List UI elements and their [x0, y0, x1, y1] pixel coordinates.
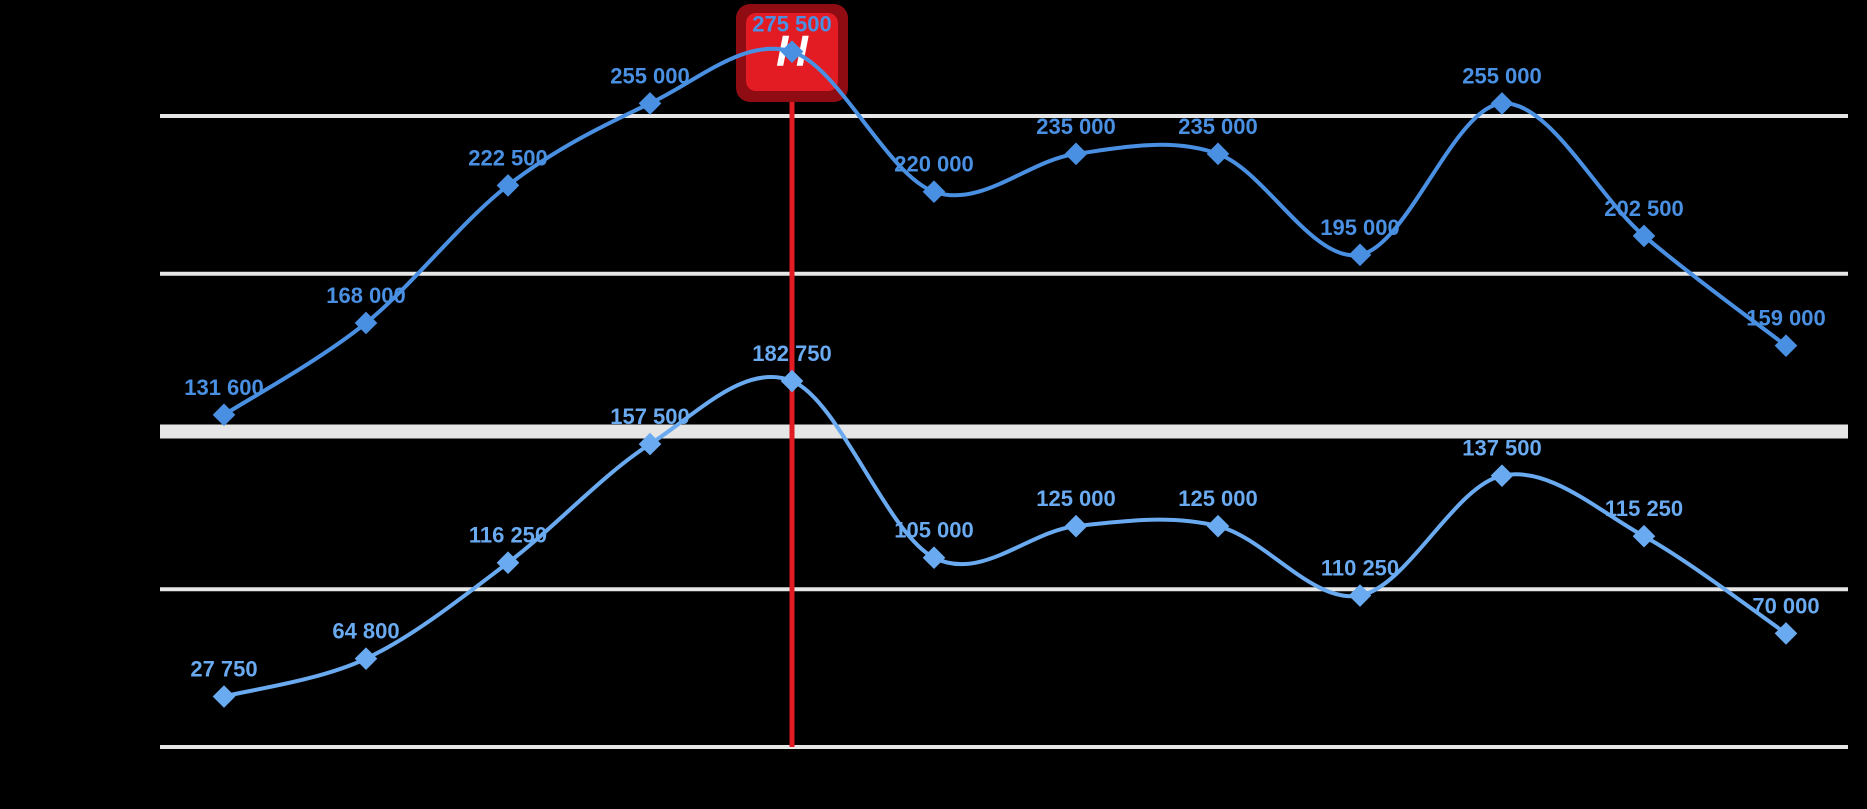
gridlines: [160, 114, 1848, 749]
data-label: 255 000: [610, 63, 690, 88]
data-point: [1206, 514, 1230, 538]
data-point: [1632, 524, 1656, 548]
data-label: 182 750: [752, 341, 832, 366]
data-label: 220 000: [894, 152, 974, 177]
data-label: 110 250: [1321, 556, 1399, 581]
data-point: [638, 92, 662, 115]
data-point: [922, 546, 946, 570]
data-label: 275 500: [752, 12, 832, 37]
data-point: [1774, 334, 1798, 357]
data-label: 235 000: [1178, 114, 1258, 139]
data-label: 115 250: [1605, 496, 1683, 521]
data-label: 131 600: [184, 375, 264, 400]
data-point: [212, 685, 236, 708]
data-label: 137 500: [1462, 436, 1542, 461]
data-label: 157 500: [610, 404, 690, 429]
data-point: [1348, 243, 1372, 267]
data-label: 195 000: [1320, 215, 1400, 240]
data-point: [638, 432, 662, 456]
data-label: 168 000: [326, 283, 406, 308]
series-line: [222, 46, 1788, 417]
data-point: [354, 647, 378, 670]
data-point: [1348, 584, 1372, 607]
data-point: [1064, 142, 1088, 166]
data-label: 202 500: [1604, 196, 1684, 221]
data-point: [1064, 514, 1088, 538]
data-label: 159 000: [1746, 306, 1826, 331]
data-label: 27 750: [190, 657, 257, 682]
data-point: [780, 369, 804, 393]
data-point: [1774, 622, 1798, 645]
data-point: [1490, 464, 1514, 487]
data-point: [1490, 92, 1514, 115]
series-group: 131 600 168 000 222 500 255 000 275 500 220 0…: [184, 12, 1826, 708]
data-label: 125 000: [1178, 486, 1258, 511]
data-label: 222 500: [468, 145, 548, 170]
data-label: 255 000: [1462, 63, 1542, 88]
data-point: [354, 311, 378, 335]
data-label: 125 000: [1036, 486, 1116, 511]
data-label: 105 000: [894, 518, 974, 543]
data-label: 70 000: [1752, 593, 1819, 618]
data-label: 116 250: [469, 523, 547, 548]
data-point: [212, 403, 236, 427]
data-label: 235 000: [1036, 114, 1116, 139]
data-point: [922, 180, 946, 204]
data-point: [496, 551, 520, 575]
data-label: 64 800: [332, 619, 399, 644]
data-point: [1206, 142, 1230, 166]
